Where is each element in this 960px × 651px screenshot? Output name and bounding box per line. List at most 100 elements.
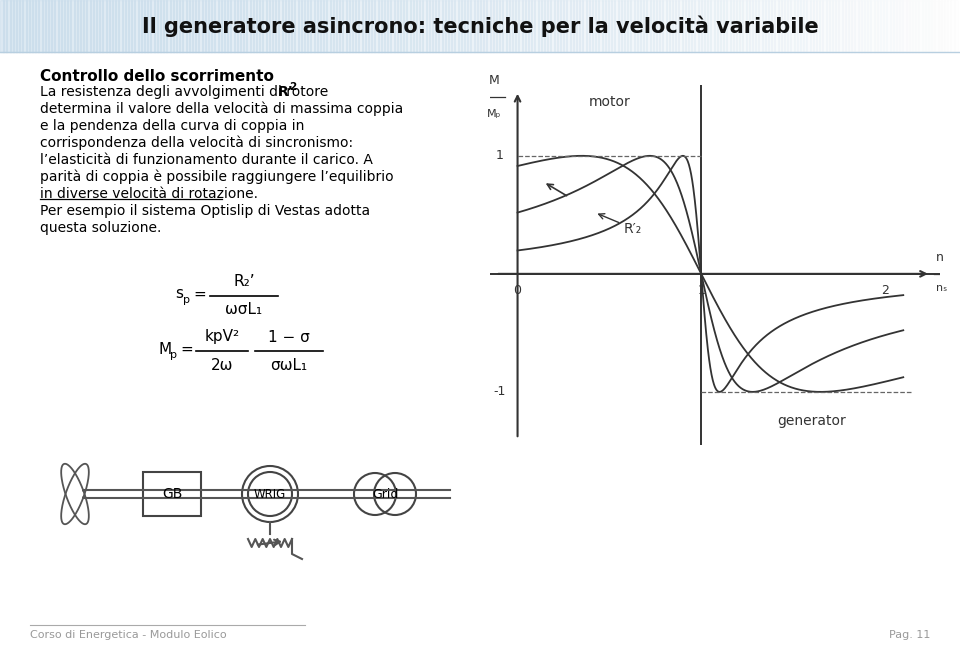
Bar	[672, 0, 676, 52]
Bar	[218, 0, 222, 52]
Bar	[77, 0, 81, 52]
Bar	[10, 0, 13, 52]
Bar	[813, 0, 817, 52]
Bar	[701, 0, 705, 52]
Bar	[950, 0, 954, 52]
Bar	[38, 0, 42, 52]
Bar	[89, 0, 94, 52]
Bar	[784, 0, 788, 52]
Bar	[180, 0, 183, 52]
Text: σωL₁: σωL₁	[271, 357, 307, 372]
Text: R’: R’	[277, 85, 293, 99]
Bar	[224, 0, 228, 52]
Bar	[429, 0, 433, 52]
Bar	[509, 0, 513, 52]
Bar	[679, 0, 683, 52]
Bar	[147, 0, 152, 52]
Bar	[128, 0, 132, 52]
Bar	[790, 0, 795, 52]
Bar	[384, 0, 388, 52]
Text: La resistenza degli avvolgimenti di rotore: La resistenza degli avvolgimenti di roto…	[40, 85, 332, 99]
Bar	[435, 0, 440, 52]
Bar	[608, 0, 612, 52]
Bar	[675, 0, 680, 52]
Bar	[848, 0, 852, 52]
Bar	[717, 0, 721, 52]
Bar	[237, 0, 241, 52]
Bar	[269, 0, 273, 52]
Bar	[538, 0, 541, 52]
Bar	[141, 0, 145, 52]
Bar	[295, 0, 299, 52]
Bar	[922, 0, 925, 52]
Bar	[838, 0, 843, 52]
Bar	[804, 0, 807, 52]
Bar	[723, 0, 728, 52]
Text: n: n	[936, 251, 945, 264]
Bar	[665, 0, 670, 52]
Bar	[653, 0, 657, 52]
Bar	[794, 0, 798, 52]
Bar	[691, 0, 695, 52]
Bar	[55, 0, 59, 52]
Bar	[592, 0, 596, 52]
Bar	[492, 0, 497, 52]
Bar	[710, 0, 714, 52]
Bar	[893, 0, 897, 52]
Bar	[573, 0, 577, 52]
Bar	[684, 0, 689, 52]
Bar	[624, 0, 628, 52]
Bar	[368, 0, 372, 52]
Bar	[934, 0, 939, 52]
Bar	[586, 0, 589, 52]
Bar	[134, 0, 138, 52]
Bar	[595, 0, 599, 52]
Text: in diverse velocità di rotazione.: in diverse velocità di rotazione.	[40, 187, 258, 201]
Text: parità di coppia è possibile raggiungere l’equilibrio: parità di coppia è possibile raggiungere…	[40, 170, 394, 184]
Bar	[394, 0, 397, 52]
Bar	[598, 0, 603, 52]
Bar	[448, 0, 452, 52]
Bar	[797, 0, 801, 52]
Bar	[516, 0, 519, 52]
Bar	[132, 0, 135, 52]
Bar	[842, 0, 846, 52]
Text: Mₚ: Mₚ	[487, 109, 501, 118]
Bar	[19, 0, 23, 52]
Bar	[240, 0, 244, 52]
Bar	[708, 0, 711, 52]
Text: =: =	[180, 342, 193, 357]
Bar	[874, 0, 877, 52]
Bar	[588, 0, 593, 52]
Bar	[29, 0, 33, 52]
Bar	[487, 0, 491, 52]
Bar	[16, 0, 20, 52]
Bar	[771, 0, 776, 52]
Bar	[444, 0, 449, 52]
Bar	[358, 0, 363, 52]
Text: Per esempio il sistema Optislip di Vestas adotta: Per esempio il sistema Optislip di Vesta…	[40, 204, 371, 218]
Bar	[230, 0, 234, 52]
Bar	[45, 0, 49, 52]
Bar	[324, 0, 327, 52]
Bar	[281, 0, 286, 52]
Text: -1: -1	[493, 385, 505, 398]
Text: 1: 1	[495, 149, 503, 162]
Text: corrispondenza della velocità di sincronismo:: corrispondenza della velocità di sincron…	[40, 136, 353, 150]
Bar	[749, 0, 753, 52]
Bar	[564, 0, 567, 52]
Bar	[256, 0, 260, 52]
Bar	[173, 0, 177, 52]
Bar	[381, 0, 385, 52]
Bar	[51, 0, 56, 52]
Text: generator: generator	[777, 414, 846, 428]
Bar	[320, 0, 324, 52]
Bar	[112, 0, 116, 52]
Bar	[656, 0, 660, 52]
Text: s: s	[175, 286, 183, 301]
Bar	[355, 0, 359, 52]
Bar	[285, 0, 289, 52]
Bar	[208, 0, 212, 52]
Text: p: p	[183, 295, 190, 305]
Text: M: M	[158, 342, 171, 357]
